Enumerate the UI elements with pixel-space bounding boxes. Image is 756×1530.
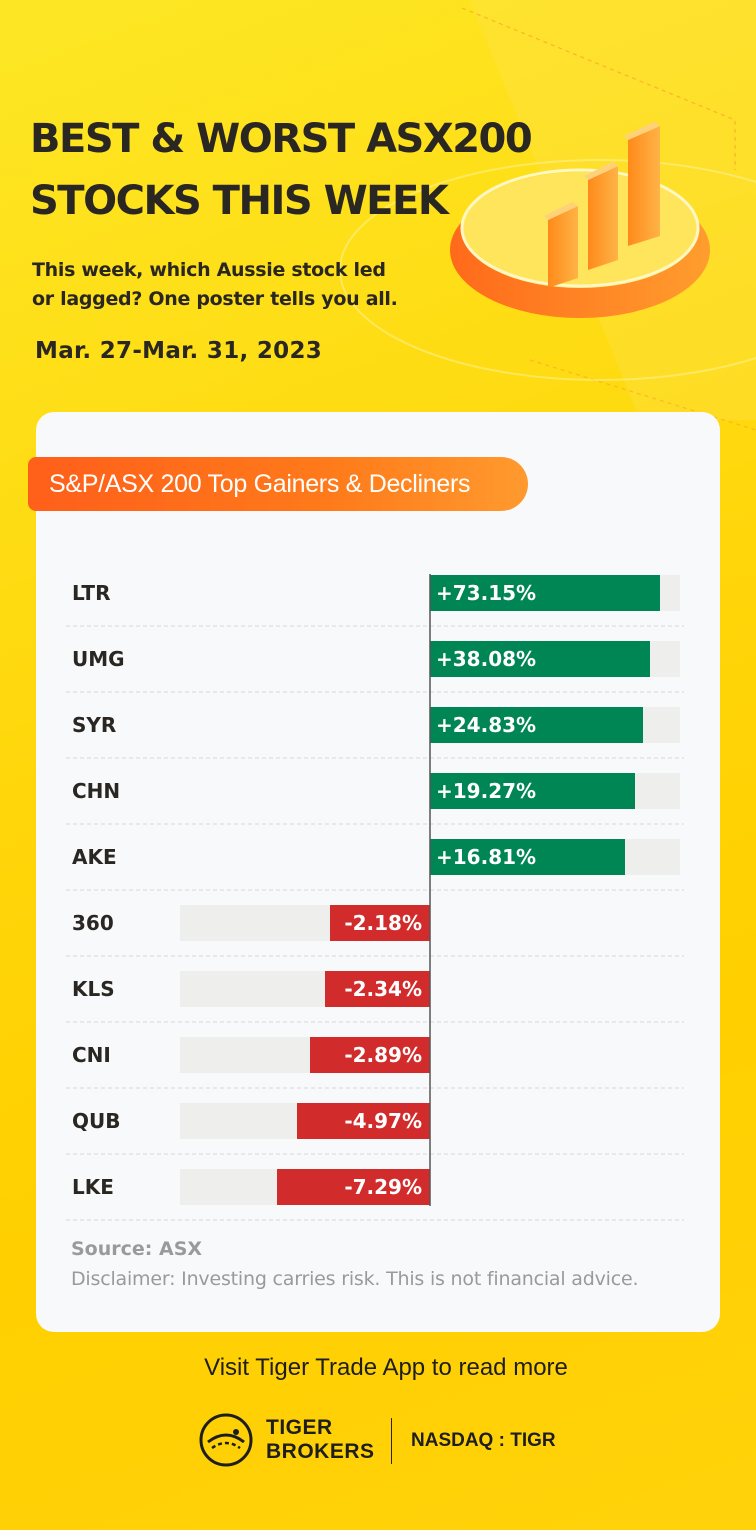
category-label: 360 <box>72 911 114 935</box>
data-label: -7.29% <box>344 1175 422 1199</box>
tiger-logo-icon <box>199 1413 253 1467</box>
category-label: LTR <box>72 581 110 605</box>
data-label: +24.83% <box>436 713 536 737</box>
bar-chart-podium-icon <box>450 122 710 318</box>
chart-heading-pill: S&P/ASX 200 Top Gainers & Decliners <box>28 457 528 511</box>
page-title: BEST & WORST ASX200 STOCKS THIS WEEK <box>30 108 533 232</box>
subtitle-line-2: or lagged? One poster tells you all. <box>32 288 398 310</box>
bar-gain <box>430 575 660 611</box>
data-label: -2.18% <box>344 911 422 935</box>
title-line-1: BEST & WORST ASX200 <box>30 116 533 162</box>
bar-gain <box>430 641 650 677</box>
data-label: +73.15% <box>436 581 536 605</box>
bar-loss <box>310 1037 430 1073</box>
data-label: +38.08% <box>436 647 536 671</box>
bar-gain <box>430 773 635 809</box>
stock-ticker: NASDAQ : TIGR <box>411 1430 556 1451</box>
date-range: Mar. 27-Mar. 31, 2023 <box>35 338 323 364</box>
data-label: -2.34% <box>344 977 422 1001</box>
bar-loss <box>330 905 430 941</box>
brand-name-line-1: TIGER <box>266 1416 333 1439</box>
category-label: QUB <box>72 1109 121 1133</box>
bar-loss <box>325 971 430 1007</box>
brand-name: TIGER BROKERS <box>266 1416 375 1464</box>
category-label: CHN <box>72 779 120 803</box>
data-label: +19.27% <box>436 779 536 803</box>
brand-name-line-2: BROKERS <box>266 1440 375 1463</box>
visit-app-link[interactable]: Visit Tiger Trade App to read more <box>204 1354 568 1381</box>
bar-gain <box>430 839 625 875</box>
category-label: AKE <box>72 845 117 869</box>
bar-loss <box>297 1103 430 1139</box>
data-label: +16.81% <box>436 845 536 869</box>
source-note: Source: ASX <box>71 1238 203 1260</box>
brand-divider <box>391 1418 392 1464</box>
subtitle-line-1: This week, which Aussie stock led <box>32 259 386 281</box>
subtitle: This week, which Aussie stock led or lag… <box>32 256 452 314</box>
brand-footer: TIGER BROKERS NASDAQ : TIGR <box>198 1410 578 1472</box>
bar-loss <box>277 1169 430 1205</box>
category-label: KLS <box>72 977 115 1001</box>
category-label: LKE <box>72 1175 114 1199</box>
data-label: -2.89% <box>344 1043 422 1067</box>
disclaimer: Disclaimer: Investing carries risk. This… <box>71 1268 639 1290</box>
title-line-2: STOCKS THIS WEEK <box>30 178 449 224</box>
category-label: SYR <box>72 713 116 737</box>
data-label: -4.97% <box>344 1109 422 1133</box>
category-label: CNI <box>72 1043 111 1067</box>
bar-gain <box>430 707 643 743</box>
category-label: UMG <box>72 647 125 671</box>
